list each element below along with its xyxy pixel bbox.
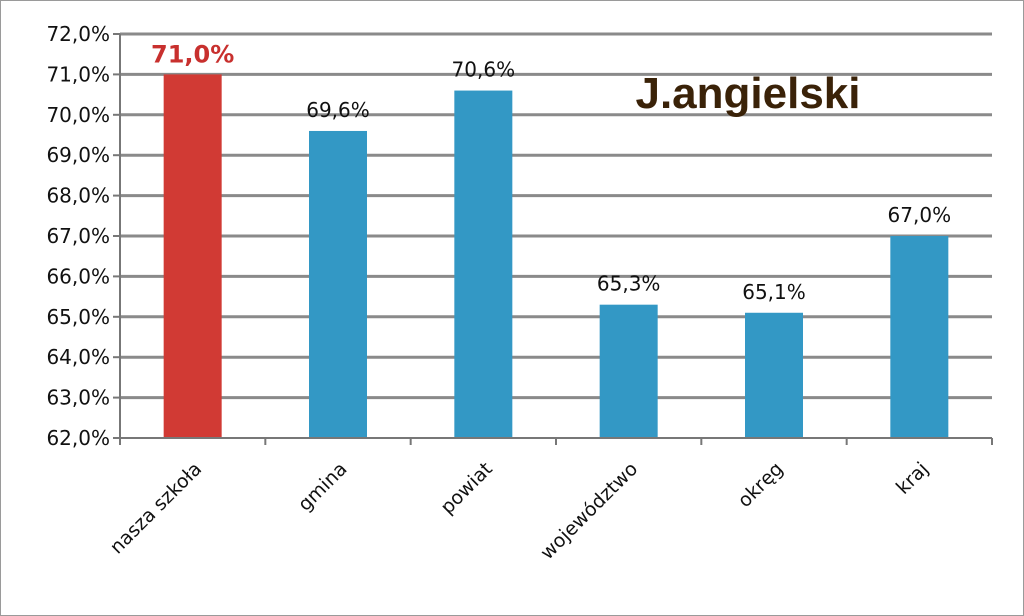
bar <box>745 312 803 438</box>
x-category-label: okręg <box>734 458 788 512</box>
axes <box>113 33 993 445</box>
y-tick-label: 65,0% <box>46 305 110 329</box>
gridlines <box>120 32 992 400</box>
y-tick-label: 62,0% <box>46 426 110 450</box>
y-tick-label: 72,0% <box>46 22 110 46</box>
y-tick-label: 64,0% <box>46 345 110 369</box>
bar <box>890 236 949 438</box>
y-tick-label: 63,0% <box>46 386 110 410</box>
data-label: 67,0% <box>888 203 952 227</box>
y-tick-label: 69,0% <box>46 143 110 167</box>
x-category-label: nasza szkoła <box>106 458 206 558</box>
x-category-label: powiat <box>436 458 497 519</box>
y-tick-label: 66,0% <box>46 264 110 288</box>
data-label: 65,3% <box>597 272 661 296</box>
x-category-label: kraj <box>892 458 933 499</box>
x-category-label: województwo <box>536 458 642 564</box>
chart-title: J.angielski <box>635 69 860 118</box>
data-label: 65,1% <box>742 280 806 304</box>
x-category-label: gmina <box>294 458 352 516</box>
bar <box>163 74 222 439</box>
bars <box>163 74 949 439</box>
y-tick-label: 71,0% <box>46 62 110 86</box>
y-tick-label: 67,0% <box>46 224 110 248</box>
bar <box>599 304 658 438</box>
bar <box>454 90 513 438</box>
bar <box>309 130 367 438</box>
data-label: 69,6% <box>306 98 370 122</box>
y-tick-label: 70,0% <box>46 103 110 127</box>
data-label: 70,6% <box>452 58 516 82</box>
y-tick-label: 68,0% <box>46 184 110 208</box>
data-label: 71,0% <box>151 40 234 68</box>
